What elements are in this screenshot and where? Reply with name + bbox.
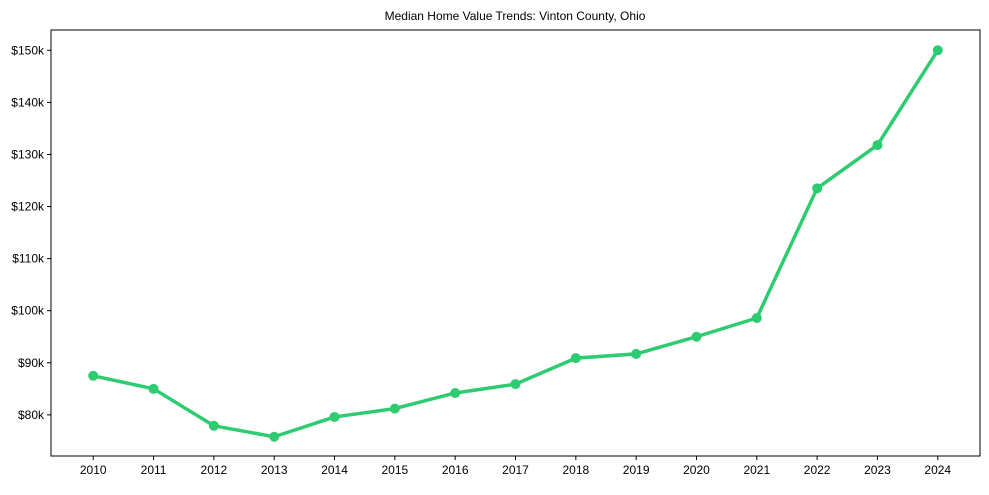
x-tick-label: 2020 <box>683 463 710 477</box>
data-point-2010 <box>88 370 99 381</box>
data-point-2023 <box>872 140 883 151</box>
x-tick-label: 2023 <box>864 463 891 477</box>
x-tick-label: 2011 <box>141 463 167 477</box>
chart-title: Median Home Value Trends: Vinton County,… <box>385 9 646 23</box>
x-axis: 2010 2011 2012 2013 2014 2015 2016 2017 2018 2019… <box>80 456 951 477</box>
y-tick-label: $80k <box>18 408 45 422</box>
data-point-2020 <box>691 331 702 342</box>
x-tick-label: 2014 <box>321 463 348 477</box>
data-point-2017 <box>510 379 521 390</box>
x-tick-label: 2010 <box>80 463 107 477</box>
data-point-2016 <box>450 387 461 398</box>
x-tick-label: 2016 <box>442 463 469 477</box>
x-tick-label: 2015 <box>381 463 408 477</box>
x-tick-label: 2019 <box>623 463 650 477</box>
plot-frame <box>50 29 981 457</box>
data-point-2021 <box>751 312 762 323</box>
x-tick-label: 2012 <box>201 463 228 477</box>
data-point-2011 <box>148 383 159 394</box>
y-tick-label: $150k <box>11 43 45 57</box>
data-point-2024 <box>932 45 943 56</box>
data-point-2013 <box>269 431 280 442</box>
y-tick-label: $130k <box>11 147 45 161</box>
series-layer <box>88 45 943 442</box>
x-tick-label: 2017 <box>502 463 529 477</box>
data-point-2019 <box>631 348 642 359</box>
series-line <box>92 49 940 439</box>
data-point-2014 <box>329 411 340 422</box>
y-tick-label: $100k <box>11 304 45 318</box>
y-tick-label: $110k <box>12 252 45 266</box>
data-point-2018 <box>570 353 581 364</box>
y-tick-label: $120k <box>11 200 45 214</box>
x-tick-label: 2018 <box>562 463 589 477</box>
x-tick-label: 2024 <box>924 463 951 477</box>
x-tick-label: 2013 <box>261 463 288 477</box>
x-tick-label: 2022 <box>804 463 831 477</box>
data-point-2012 <box>208 420 219 431</box>
data-point-2022 <box>812 183 823 194</box>
x-tick-label: 2021 <box>743 463 770 477</box>
data-point-2015 <box>389 403 400 414</box>
y-tick-label: $140k <box>11 95 45 109</box>
y-axis: $80k $90k $100k $110k $120k $130k $140k $150k <box>11 43 51 422</box>
y-tick-label: $90k <box>18 356 45 370</box>
